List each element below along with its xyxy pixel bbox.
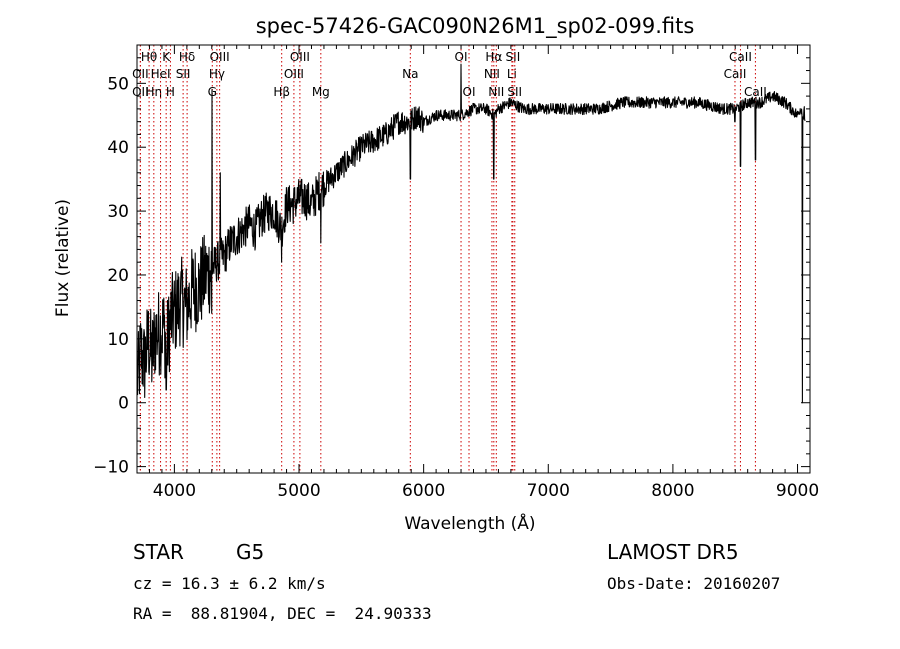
line-marker-label: OIII <box>290 50 310 64</box>
line-marker-label: OII <box>132 85 149 99</box>
x-tick-label: 5000 <box>277 481 320 501</box>
x-tick-label: 4000 <box>153 481 196 501</box>
line-marker-label: SII <box>507 85 522 99</box>
line-marker-label: CaII <box>729 50 752 64</box>
line-marker-label: Hβ <box>273 85 290 99</box>
spectrum-line <box>136 63 806 404</box>
line-marker-label: OIII <box>210 50 230 64</box>
line-marker-label: H <box>166 85 175 99</box>
y-tick-label: 0 <box>118 394 129 414</box>
line-marker-label: NII <box>488 85 504 99</box>
y-axis-label: Flux (relative) <box>53 199 73 317</box>
x-tick-label: 6000 <box>402 481 445 501</box>
x-axis-label: Wavelength (Å) <box>404 512 535 534</box>
sky-coordinates: RA = 88.81904, DEC = 24.90333 <box>133 604 432 623</box>
x-tick-label: 8000 <box>651 481 694 501</box>
redshift-cz: cz = 16.3 ± 6.2 km/s <box>133 574 326 593</box>
line-marker-label: K <box>162 50 171 64</box>
line-marker-label: Hθ <box>141 50 157 64</box>
line-marker-label: Hγ <box>209 67 225 81</box>
y-tick-label: 40 <box>107 138 129 158</box>
y-tick-label: 20 <box>107 266 129 286</box>
line-marker-label: Na <box>402 67 418 81</box>
object-class: STAR <box>133 540 184 564</box>
object-subclass: G5 <box>236 540 265 564</box>
y-tick-label: −10 <box>93 458 129 478</box>
x-tick-label: 9000 <box>776 481 819 501</box>
line-marker-label: HeI <box>151 67 171 81</box>
line-marker-label: Hδ <box>179 50 195 64</box>
line-marker-label: OI <box>463 85 476 99</box>
y-tick-label: 10 <box>107 330 129 350</box>
line-marker-label: CaII <box>724 67 747 81</box>
line-marker-label: SII <box>176 67 191 81</box>
line-marker-label: Hα <box>485 50 502 64</box>
x-tick-label: 7000 <box>527 481 570 501</box>
axis-ticks: 4000 5000 6000 7000 8000 9000 −10 0 10 20 30 40 50 <box>93 45 819 501</box>
line-marker-label: Mg <box>312 85 330 99</box>
survey-name: LAMOST DR5 <box>607 540 739 564</box>
line-marker-label: SII <box>506 50 521 64</box>
line-marker-label: NII <box>484 67 500 81</box>
line-marker-label: CaII <box>744 85 767 99</box>
line-marker-label: OIII <box>284 67 304 81</box>
line-marker-label: Hη <box>146 85 163 99</box>
observation-date: Obs-Date: 20160207 <box>607 574 781 593</box>
y-tick-label: 50 <box>107 74 129 94</box>
line-markers: HθOIIOIIHηHeIKHSIIHδGHγOIIIHβOIIIOIIIMgN… <box>132 45 767 473</box>
line-marker-label: OI <box>455 50 468 64</box>
line-marker-label: Li <box>507 67 517 81</box>
chart-title: spec-57426-GAC090N26M1_sp02-099.fits <box>256 14 695 39</box>
y-tick-label: 30 <box>107 202 129 222</box>
